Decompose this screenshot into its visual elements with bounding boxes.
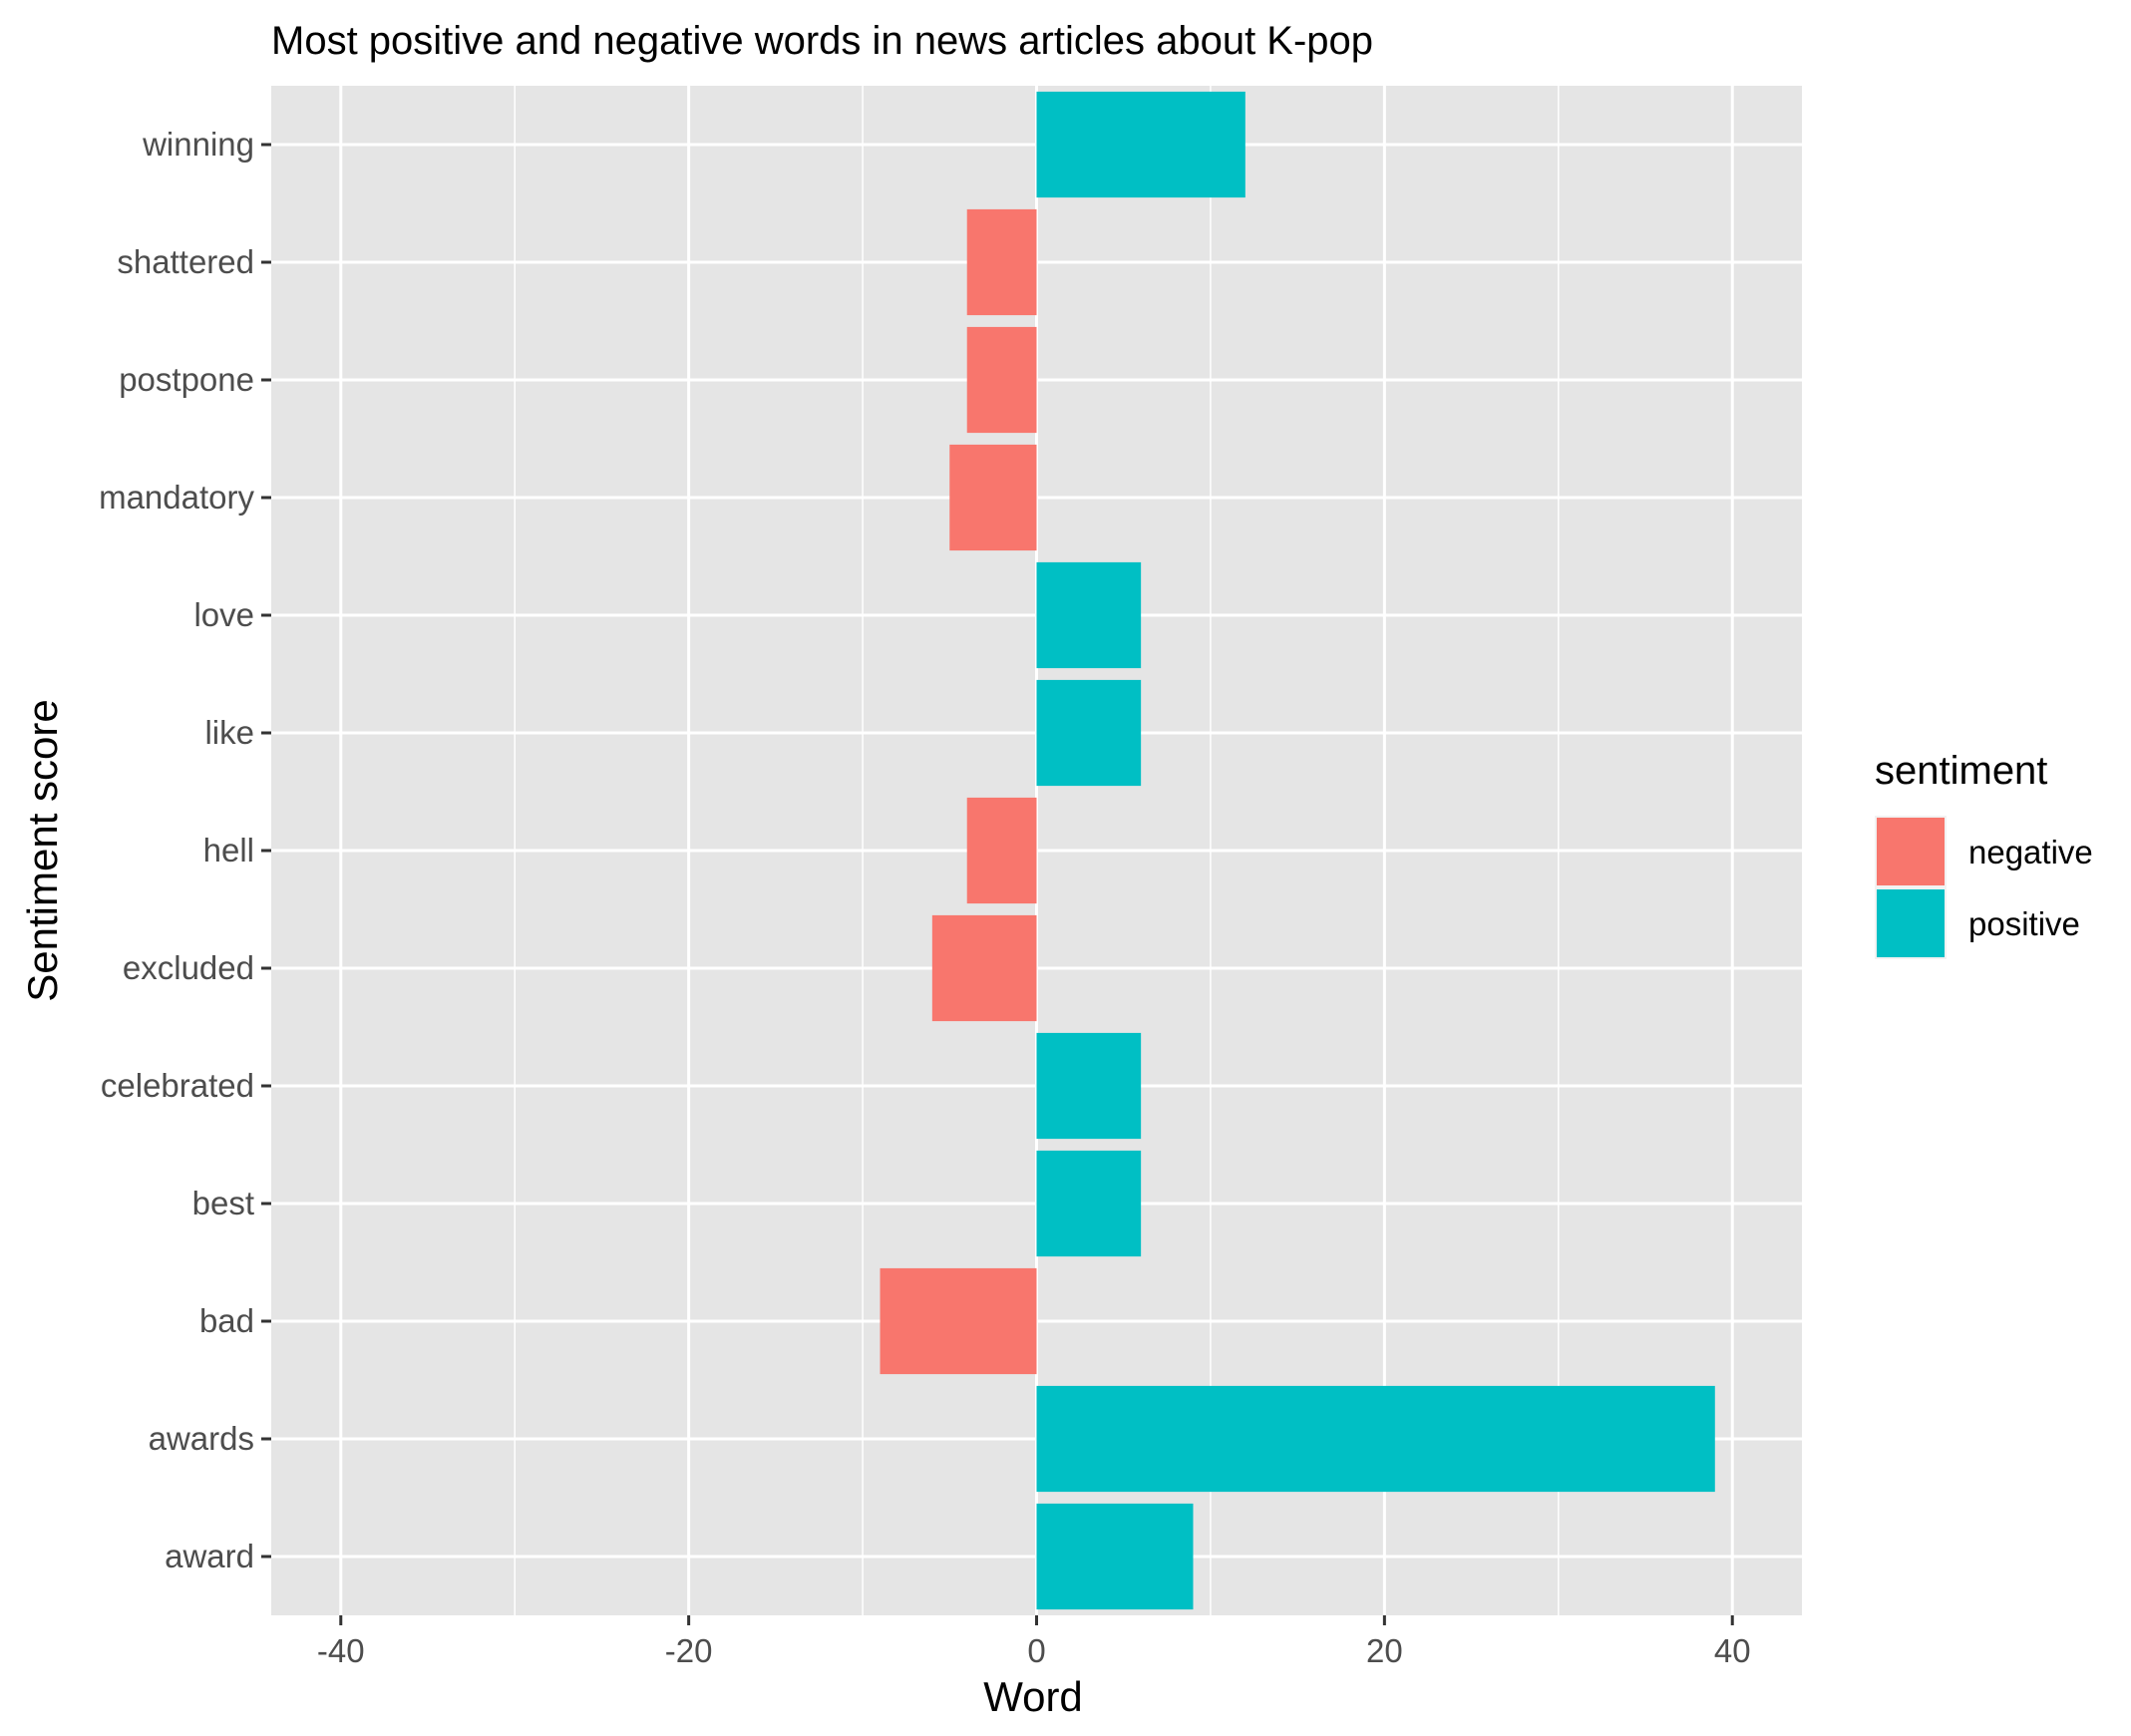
chart-title: Most positive and negative words in news… bbox=[271, 19, 1373, 63]
y-tick-label: celebrated bbox=[101, 1067, 254, 1104]
y-tick-label: bad bbox=[199, 1302, 254, 1339]
y-tick-label: shattered bbox=[117, 243, 254, 280]
bar-mandatory bbox=[949, 444, 1037, 551]
legend-swatch-negative bbox=[1877, 818, 1945, 885]
x-tick-label: 20 bbox=[1366, 1632, 1403, 1669]
bar-excluded bbox=[931, 914, 1037, 1022]
bar-winning bbox=[1036, 91, 1245, 198]
y-tick-label: hell bbox=[203, 832, 254, 868]
y-axis-title: Sentiment score bbox=[19, 699, 66, 1001]
bar-shattered bbox=[966, 208, 1037, 316]
x-axis-title: Word bbox=[983, 1673, 1083, 1720]
bar-bad bbox=[880, 1267, 1037, 1375]
legend-label-positive: positive bbox=[1968, 905, 2080, 942]
x-axis: -40 -20 0 20 40 bbox=[317, 1615, 1751, 1669]
bar-hell bbox=[966, 797, 1037, 904]
y-tick-label: love bbox=[193, 596, 254, 633]
legend: sentiment negative positive bbox=[1875, 749, 2093, 959]
y-tick-label: awards bbox=[149, 1420, 254, 1457]
x-tick-label: -20 bbox=[665, 1632, 713, 1669]
x-tick-label: 0 bbox=[1027, 1632, 1045, 1669]
bar-awards bbox=[1036, 1385, 1715, 1493]
legend-swatch-positive bbox=[1877, 889, 1945, 957]
bar-love bbox=[1036, 561, 1142, 669]
bar-award bbox=[1036, 1503, 1194, 1610]
bar-celebrated bbox=[1036, 1032, 1142, 1140]
bar-best bbox=[1036, 1150, 1142, 1257]
y-tick-label: like bbox=[204, 714, 254, 751]
legend-label-negative: negative bbox=[1968, 834, 2093, 870]
y-tick-label: award bbox=[165, 1538, 254, 1574]
x-tick-label: 40 bbox=[1714, 1632, 1751, 1669]
y-tick-label: excluded bbox=[123, 949, 254, 986]
bars bbox=[880, 91, 1715, 1610]
y-tick-label: mandatory bbox=[99, 479, 254, 516]
legend-title: sentiment bbox=[1875, 749, 2047, 793]
bar-like bbox=[1036, 679, 1142, 787]
x-tick-label: -40 bbox=[317, 1632, 365, 1669]
y-tick-label: best bbox=[192, 1185, 254, 1221]
y-tick-label: postpone bbox=[119, 361, 254, 398]
y-axis: winning shattered postpone mandatory love lik… bbox=[99, 126, 271, 1574]
y-tick-label: winning bbox=[142, 126, 254, 163]
bar-postpone bbox=[966, 326, 1037, 434]
